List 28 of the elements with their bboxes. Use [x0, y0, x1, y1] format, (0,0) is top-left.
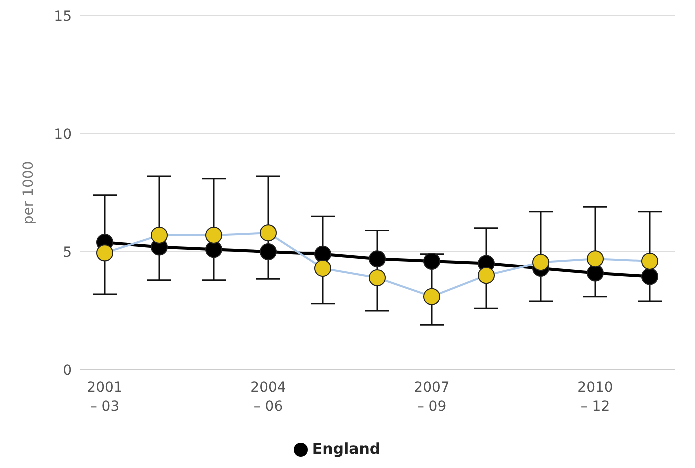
legend-label: England	[312, 440, 381, 458]
point	[314, 260, 332, 278]
point	[642, 268, 658, 286]
x-tick-label: 2010 – 12	[578, 380, 614, 415]
point	[260, 224, 277, 242]
x-tick-label: 2007 – 09	[414, 380, 450, 415]
point	[314, 246, 332, 263]
point	[369, 250, 386, 268]
point	[478, 267, 495, 284]
point	[206, 226, 222, 244]
point	[206, 241, 222, 258]
y-tick-label: 10	[54, 126, 72, 143]
point	[96, 244, 114, 262]
y-tick-label: 0	[63, 362, 72, 379]
y-tick-label: 5	[63, 244, 72, 261]
y-tick-label: 15	[54, 8, 72, 25]
point	[260, 244, 277, 260]
point	[587, 250, 604, 268]
point	[151, 226, 168, 244]
point	[424, 288, 440, 306]
x-tick-label: 2001 – 03	[87, 380, 123, 415]
point	[369, 269, 386, 286]
point	[532, 254, 550, 272]
y-axis-title: per 1000	[20, 161, 37, 225]
point	[424, 252, 440, 270]
point	[642, 252, 658, 270]
x-tick-label: 2004 – 06	[250, 380, 286, 415]
point	[587, 264, 604, 282]
